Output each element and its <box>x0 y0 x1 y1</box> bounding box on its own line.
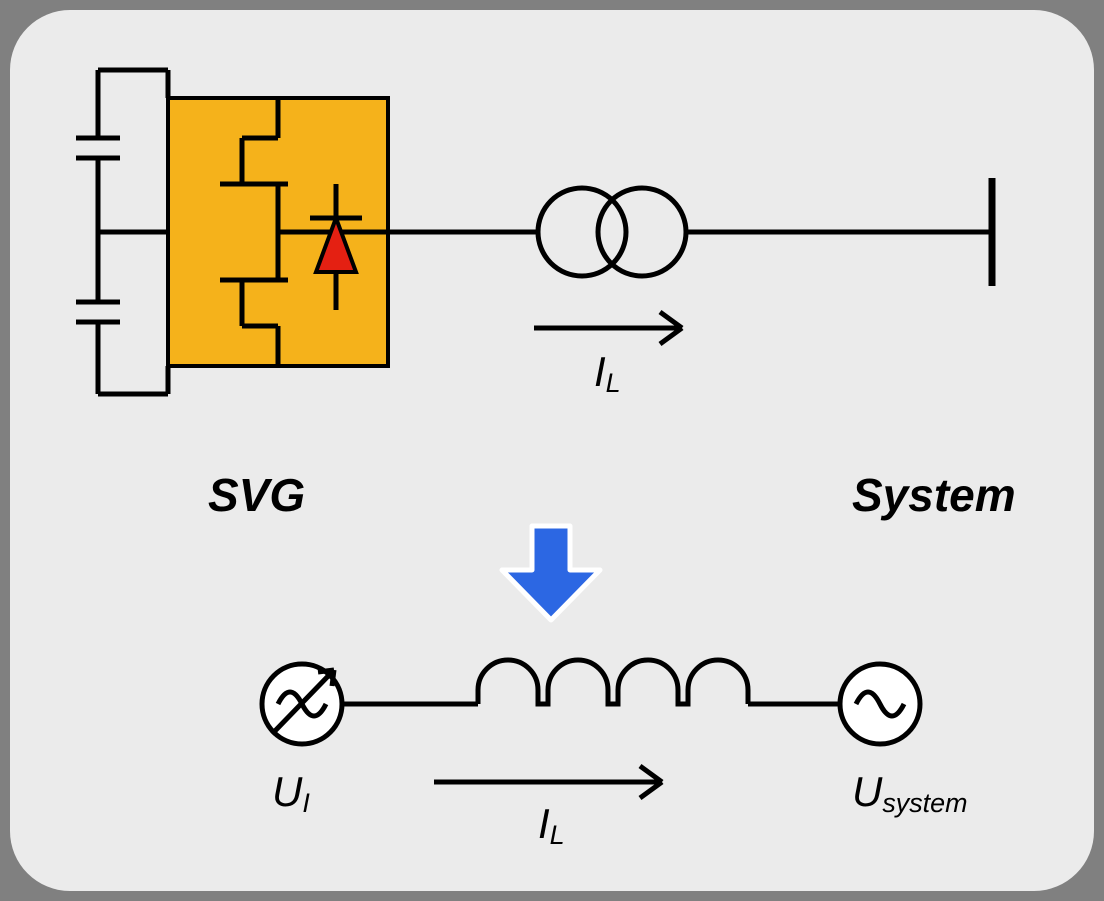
il-arrow-bottom-icon <box>434 766 662 798</box>
frame: SVG System IL UI IL Usystem <box>0 0 1104 901</box>
diagram-panel: SVG System IL UI IL Usystem <box>10 10 1094 891</box>
dc-bus-wiring <box>76 70 168 394</box>
diagram-svg <box>10 10 1094 891</box>
svg-label: SVG <box>208 468 305 522</box>
il-arrow-top-icon <box>534 312 682 344</box>
ui-label: UI <box>272 768 310 819</box>
il-bottom-label: IL <box>538 800 565 851</box>
usystem-label: Usystem <box>852 768 967 819</box>
inductor-icon <box>478 660 748 704</box>
system-label: System <box>852 468 1016 522</box>
il-top-label: IL <box>594 348 621 399</box>
down-arrow-icon <box>502 526 600 620</box>
